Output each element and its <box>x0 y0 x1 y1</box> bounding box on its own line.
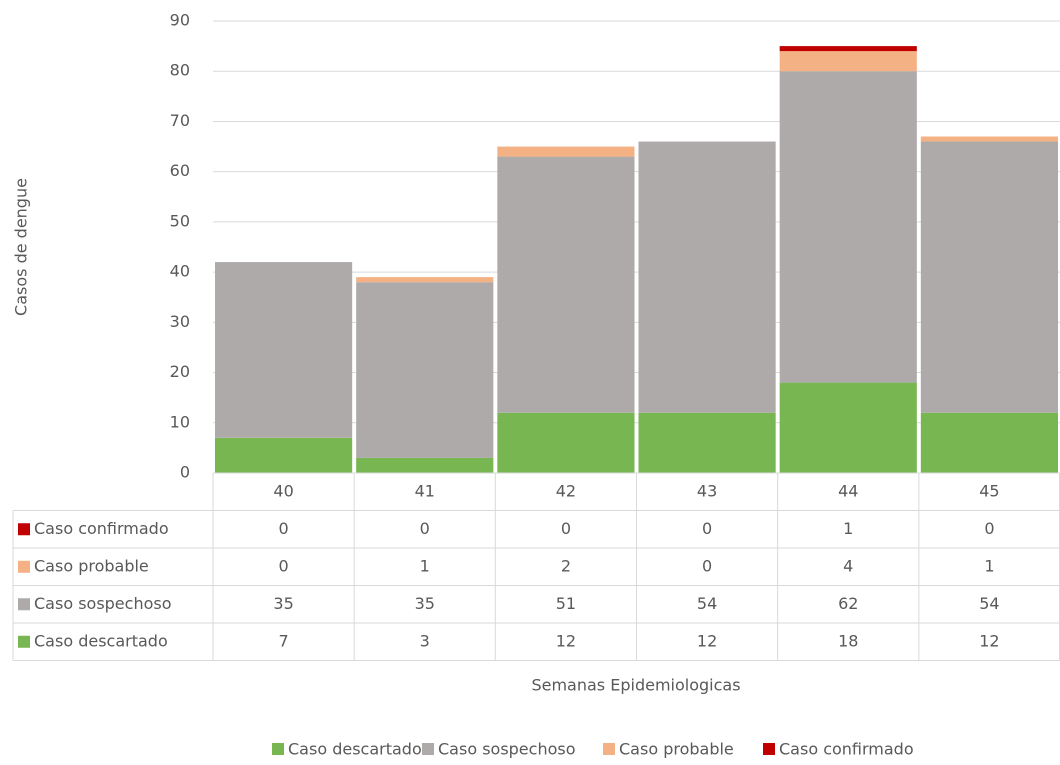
table-cell: 1 <box>420 556 430 575</box>
table-cell: 12 <box>556 631 576 650</box>
table-row-label: Caso descartado <box>34 631 168 650</box>
table-cell: 0 <box>561 519 571 538</box>
y-tick-label: 90 <box>170 11 190 30</box>
table-cell: 2 <box>561 556 571 575</box>
legend-key <box>272 743 284 755</box>
table-legend-key <box>18 635 30 648</box>
table-cell: 7 <box>278 631 288 650</box>
legend-label: Caso confirmado <box>779 740 914 759</box>
bar-segment <box>497 156 635 413</box>
bar-segment <box>215 437 353 473</box>
table-legend-key <box>18 598 30 611</box>
bar-segment <box>779 71 917 383</box>
bar-segment <box>779 51 917 72</box>
bar-segment <box>356 277 494 283</box>
table-cell: 3 <box>420 631 430 650</box>
bar-segment <box>920 136 1058 142</box>
y-axis-title: Casos de dengue <box>12 178 31 316</box>
y-tick-label: 70 <box>170 111 190 130</box>
x-tick-label: 45 <box>979 481 999 500</box>
bar-segment <box>920 141 1058 413</box>
bar-segment <box>215 262 353 438</box>
y-tick-label: 40 <box>170 262 190 281</box>
x-tick-label: 44 <box>838 481 858 500</box>
table-cell: 4 <box>843 556 853 575</box>
table-cell: 54 <box>697 594 717 613</box>
table-row-label: Caso sospechoso <box>34 594 172 613</box>
bar-segment <box>356 457 494 473</box>
y-tick-label: 30 <box>170 312 190 331</box>
x-tick-label: 41 <box>415 481 435 500</box>
table-cell: 0 <box>278 519 288 538</box>
table-cell: 18 <box>838 631 858 650</box>
bar-segment <box>920 412 1058 473</box>
bar-segment <box>779 46 917 52</box>
legend-label: Caso sospechoso <box>438 740 576 759</box>
bar-segment <box>779 382 917 473</box>
x-tick-label: 42 <box>556 481 576 500</box>
table-cell: 35 <box>415 594 435 613</box>
legend-key <box>603 743 615 755</box>
table-cell: 62 <box>838 594 858 613</box>
y-tick-label: 20 <box>170 362 190 381</box>
table-cell: 12 <box>979 631 999 650</box>
x-tick-label: 40 <box>273 481 293 500</box>
bar-segment <box>497 412 635 473</box>
legend-label: Caso probable <box>619 740 734 759</box>
y-tick-label: 80 <box>170 61 190 80</box>
table-cell: 0 <box>702 556 712 575</box>
table-cell: 1 <box>984 556 994 575</box>
table-cell: 35 <box>273 594 293 613</box>
table-row-label: Caso probable <box>34 556 149 575</box>
table-legend-key <box>18 523 30 536</box>
bar-segment <box>356 282 494 458</box>
table-cell: 0 <box>420 519 430 538</box>
y-tick-label: 60 <box>170 161 190 180</box>
table-legend-key <box>18 560 30 573</box>
y-tick-label: 0 <box>180 463 190 482</box>
table-cell: 51 <box>556 594 576 613</box>
table-cell: 0 <box>984 519 994 538</box>
bar-segment <box>638 412 776 473</box>
x-tick-label: 43 <box>697 481 717 500</box>
bar-segment <box>497 146 635 157</box>
x-axis-title: Semanas Epidemiologicas <box>531 676 740 695</box>
table-cell: 0 <box>278 556 288 575</box>
legend-key <box>763 743 775 755</box>
table-cell: 12 <box>697 631 717 650</box>
table-cell: 54 <box>979 594 999 613</box>
y-tick-label: 10 <box>170 412 190 431</box>
table-cell: 0 <box>702 519 712 538</box>
table-cell: 1 <box>843 519 853 538</box>
legend-key <box>422 743 434 755</box>
legend-label: Caso descartado <box>288 740 422 759</box>
table-row-label: Caso confirmado <box>34 519 169 538</box>
y-tick-label: 50 <box>170 211 190 230</box>
bar-segment <box>638 141 776 413</box>
